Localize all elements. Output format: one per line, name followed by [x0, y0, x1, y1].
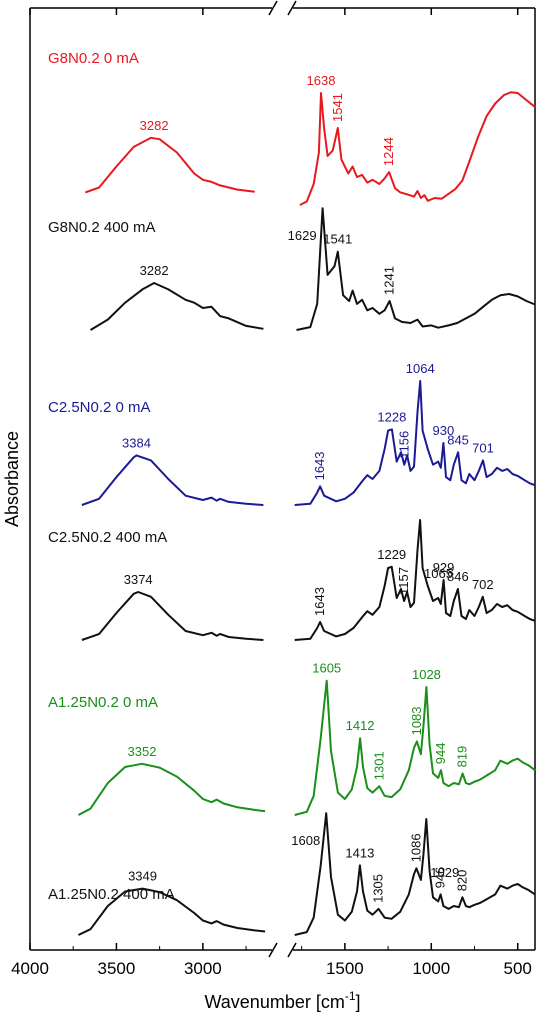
series-name: C2.5N0.2 0 mA	[48, 399, 151, 416]
peak-label: 1241	[382, 266, 397, 295]
peak-label: 1083	[409, 706, 424, 735]
peak-label: 1086	[408, 833, 423, 862]
peak-label: 702	[472, 577, 494, 592]
peak-label: 1541	[330, 93, 345, 122]
x-axis: 4000 3500 3000 1500 1000 500	[11, 8, 532, 978]
peak-label: 1638	[307, 73, 336, 88]
series-4	[81, 519, 536, 641]
series-layer	[77, 91, 536, 936]
peak-label: 1064	[406, 361, 435, 376]
peak-label: 3282	[140, 263, 169, 278]
peak-label: 1643	[312, 451, 327, 480]
series-3	[81, 380, 536, 506]
x-tick-label: 1500	[326, 959, 364, 978]
peak-label: 819	[455, 746, 470, 768]
peak-label: 820	[454, 870, 469, 892]
peak-label: 1608	[291, 833, 320, 848]
series-line-left	[84, 136, 255, 194]
peak-label: 1629	[288, 228, 317, 243]
series-line-right	[294, 679, 536, 816]
axis-break-bottom	[268, 942, 297, 958]
peak-label: 1229	[377, 547, 406, 562]
series-line-right	[294, 380, 536, 506]
series-6	[77, 812, 536, 936]
peak-label: 1029	[430, 865, 459, 880]
peak-label: 946	[433, 867, 448, 889]
peak-label: 3384	[122, 435, 151, 450]
series-name: G8N0.2 400 mA	[48, 219, 156, 236]
peak-label: 3282	[140, 118, 169, 133]
peak-label: 846	[447, 569, 469, 584]
peak-label: 929	[433, 560, 455, 575]
peak-label: 1244	[381, 137, 396, 166]
series-line-right	[294, 812, 536, 936]
peak-label: 1541	[323, 232, 352, 247]
series-2	[89, 207, 536, 331]
peak-label: 3374	[124, 572, 153, 587]
series-line-left	[89, 282, 264, 331]
x-tick-label: 3500	[98, 959, 136, 978]
series-name: G8N0.2 0 mA	[48, 50, 139, 67]
x-tick-label: 4000	[11, 959, 49, 978]
peak-label: 1413	[345, 845, 374, 860]
series-line-left	[77, 762, 266, 816]
labels-layer: G8N0.2 0 mA 3282 1638 1541 1244 G8N0.2 400 mA…	[48, 50, 494, 903]
peak-label: 1028	[412, 667, 441, 682]
series-5	[77, 679, 536, 816]
y-axis-title: Absorbance	[2, 431, 22, 527]
x-tick-label: 500	[504, 959, 532, 978]
peak-label: 1643	[312, 587, 327, 616]
peak-label: 1301	[371, 751, 386, 780]
x-tick-label: 3000	[184, 959, 222, 978]
peak-label: 930	[433, 423, 455, 438]
series-line-right	[296, 207, 536, 331]
peak-label: 1412	[346, 718, 375, 733]
peak-label: 944	[433, 742, 448, 764]
series-line-left	[81, 591, 264, 641]
peak-label: 1228	[377, 409, 406, 424]
peak-label: 1065	[424, 566, 453, 581]
peak-label: 3352	[128, 744, 157, 759]
plot-frame	[29, 0, 536, 958]
x-axis-title: Wavenumber [cm-1]	[204, 989, 360, 1012]
series-name: A1.25N0.2 0 mA	[48, 694, 158, 711]
x-tick-label: 1000	[412, 959, 450, 978]
series-line-left	[77, 887, 266, 936]
peak-label: 1157	[396, 567, 411, 595]
peak-label: 1605	[312, 661, 341, 676]
peak-label: 701	[472, 440, 494, 455]
series-line-right	[299, 91, 536, 206]
peak-label: 3349	[128, 869, 157, 884]
series-name: A1.25N0.2 400 mA	[48, 886, 175, 903]
peak-label: 1305	[371, 874, 386, 903]
series-line-right	[294, 519, 536, 641]
axis-break-top	[268, 0, 297, 16]
peak-label: 1156	[396, 431, 411, 459]
series-line-left	[81, 454, 264, 506]
series-name: C2.5N0.2 400 mA	[48, 529, 167, 546]
peak-label: 845	[447, 432, 469, 447]
series-1	[84, 91, 536, 206]
